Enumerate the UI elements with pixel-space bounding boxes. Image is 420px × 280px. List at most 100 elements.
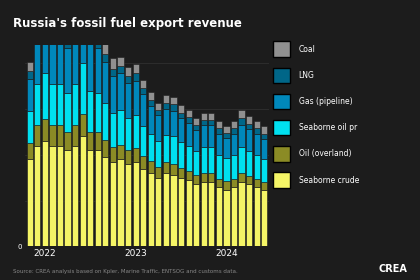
Bar — [140, 80, 146, 88]
Bar — [208, 182, 214, 246]
Bar — [125, 76, 131, 83]
Bar — [49, 84, 55, 125]
Bar — [155, 167, 161, 178]
Bar — [118, 159, 123, 246]
Bar — [155, 115, 161, 141]
Bar — [140, 156, 146, 169]
Bar — [223, 126, 230, 133]
Bar — [110, 58, 116, 69]
Bar — [42, 23, 48, 73]
Bar — [102, 140, 108, 157]
Bar — [64, 48, 71, 93]
Bar — [87, 150, 93, 246]
Bar — [95, 25, 101, 39]
FancyBboxPatch shape — [273, 94, 290, 109]
Bar — [95, 39, 101, 48]
Bar — [239, 125, 245, 148]
Bar — [171, 104, 176, 111]
Bar — [216, 128, 222, 134]
Bar — [201, 113, 207, 120]
Bar — [102, 103, 108, 140]
Bar — [208, 113, 214, 120]
Bar — [87, 132, 93, 150]
Bar — [140, 88, 146, 94]
Bar — [64, 150, 71, 246]
Bar — [171, 97, 176, 104]
Bar — [171, 175, 176, 246]
FancyBboxPatch shape — [273, 67, 290, 83]
Text: Coal: Coal — [299, 45, 315, 54]
Bar — [193, 130, 199, 151]
Bar — [148, 161, 154, 173]
Bar — [193, 175, 199, 184]
Bar — [148, 134, 154, 161]
Bar — [133, 73, 139, 81]
Bar — [239, 118, 245, 125]
Bar — [133, 148, 139, 162]
Bar — [26, 62, 33, 71]
Bar — [186, 171, 192, 180]
Bar — [201, 125, 207, 148]
Bar — [34, 146, 40, 246]
Bar — [118, 66, 123, 73]
Bar — [163, 109, 169, 135]
Bar — [186, 110, 192, 117]
Bar — [64, 93, 71, 132]
Bar — [148, 92, 154, 100]
Bar — [140, 169, 146, 246]
Bar — [216, 134, 222, 155]
Bar — [254, 155, 260, 179]
Text: Gas (pipeline): Gas (pipeline) — [299, 97, 352, 106]
Bar — [178, 105, 184, 113]
Bar — [261, 126, 268, 134]
Bar — [246, 123, 252, 129]
Bar — [208, 173, 214, 182]
Bar — [254, 179, 260, 187]
Bar — [239, 182, 245, 246]
Bar — [201, 182, 207, 246]
Bar — [261, 134, 268, 139]
Bar — [208, 125, 214, 148]
Text: CREA: CREA — [378, 264, 407, 274]
Bar — [216, 121, 222, 128]
Bar — [231, 121, 237, 128]
Bar — [87, 19, 93, 34]
Bar — [80, 136, 86, 246]
Bar — [57, 146, 63, 246]
Bar — [64, 132, 71, 150]
Bar — [95, 132, 101, 150]
Bar — [148, 173, 154, 246]
Bar — [223, 190, 230, 246]
Bar — [155, 141, 161, 167]
Bar — [87, 34, 93, 43]
Bar — [231, 134, 237, 155]
Bar — [148, 100, 154, 106]
Bar — [171, 111, 176, 136]
Bar — [193, 151, 199, 175]
Bar — [95, 48, 101, 93]
Bar — [223, 133, 230, 138]
Text: LNG: LNG — [299, 71, 315, 80]
Bar — [133, 115, 139, 148]
Bar — [239, 173, 245, 182]
Bar — [57, 84, 63, 125]
Bar — [49, 27, 55, 37]
Bar — [178, 168, 184, 178]
FancyBboxPatch shape — [273, 120, 290, 136]
Bar — [261, 190, 268, 246]
Bar — [163, 102, 169, 109]
Bar — [34, 29, 40, 38]
Text: Oil (overland): Oil (overland) — [299, 149, 351, 158]
Text: Russia's fossil fuel export revenue: Russia's fossil fuel export revenue — [13, 17, 241, 30]
Bar — [118, 57, 123, 66]
Bar — [125, 118, 131, 150]
Bar — [80, 8, 86, 63]
Bar — [246, 184, 252, 246]
Bar — [57, 34, 63, 84]
Bar — [171, 164, 176, 175]
Bar — [80, 63, 86, 113]
Bar — [254, 121, 260, 128]
Bar — [118, 145, 123, 159]
Bar — [171, 136, 176, 164]
Bar — [57, 25, 63, 34]
